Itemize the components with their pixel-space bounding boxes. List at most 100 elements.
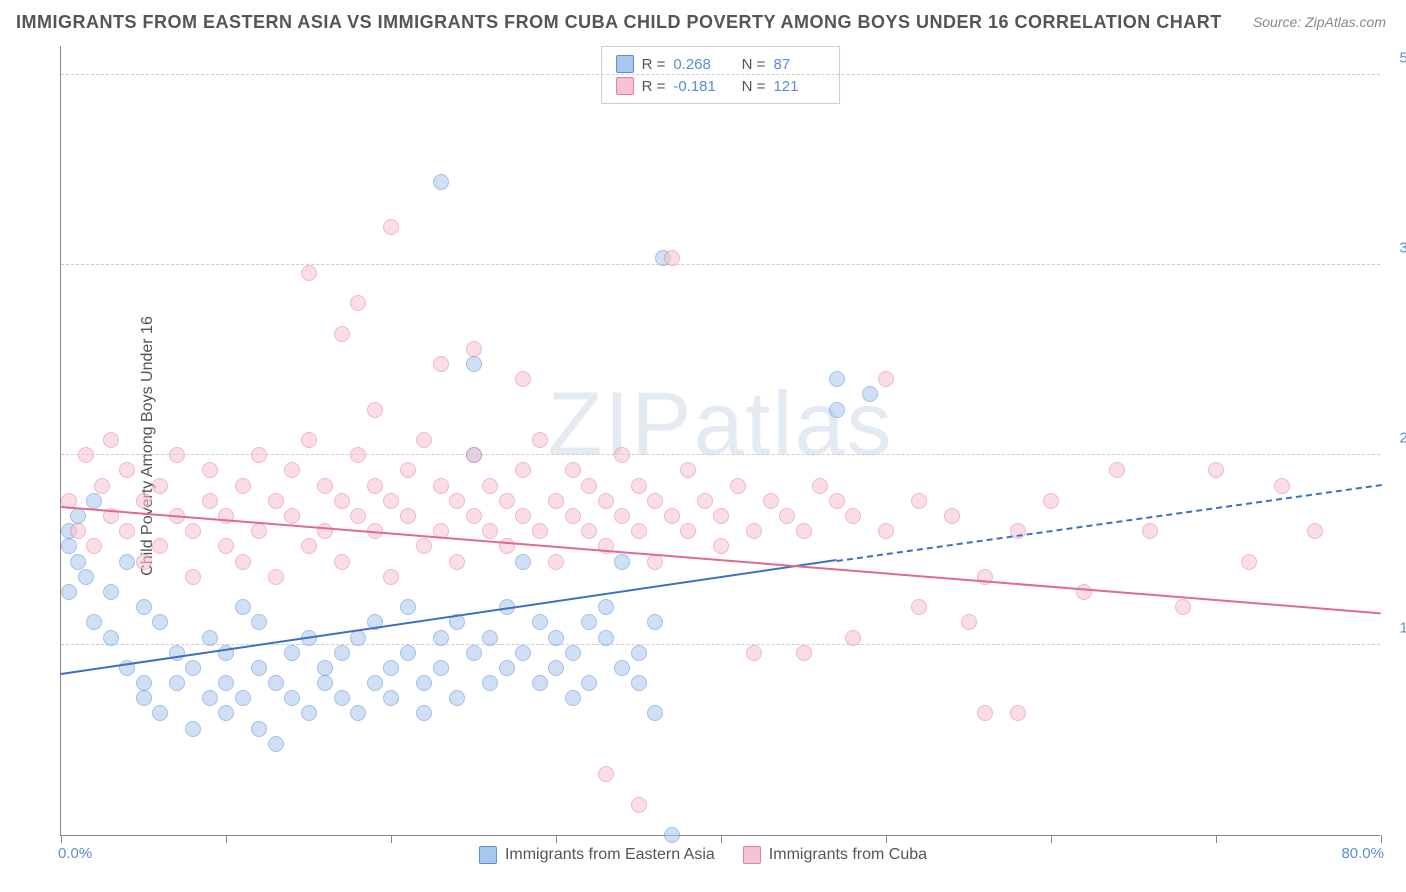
- scatter-point: [515, 554, 531, 570]
- scatter-point: [202, 493, 218, 509]
- scatter-point: [251, 447, 267, 463]
- scatter-point: [911, 493, 927, 509]
- x-axis-max-label: 80.0%: [1341, 845, 1384, 862]
- scatter-point: [334, 493, 350, 509]
- scatter-point: [185, 660, 201, 676]
- scatter-point: [235, 690, 251, 706]
- legend-label-series1: Immigrants from Eastern Asia: [505, 846, 715, 864]
- scatter-point: [449, 493, 465, 509]
- x-tick: [391, 835, 392, 843]
- scatter-point: [631, 523, 647, 539]
- scatter-point: [565, 645, 581, 661]
- scatter-point: [301, 538, 317, 554]
- r-value-series1: 0.268: [673, 56, 725, 73]
- scatter-point: [218, 538, 234, 554]
- n-label: N =: [733, 78, 765, 95]
- scatter-point: [631, 675, 647, 691]
- scatter-point: [383, 569, 399, 585]
- scatter-point: [565, 462, 581, 478]
- scatter-point: [433, 660, 449, 676]
- chart-title: IMMIGRANTS FROM EASTERN ASIA VS IMMIGRAN…: [16, 12, 1222, 33]
- scatter-point: [400, 508, 416, 524]
- x-tick: [886, 835, 887, 843]
- scatter-point: [61, 584, 77, 600]
- scatter-point: [548, 660, 564, 676]
- scatter-point: [78, 569, 94, 585]
- scatter-point: [598, 599, 614, 615]
- scatter-point: [548, 554, 564, 570]
- r-label: R =: [642, 56, 666, 73]
- scatter-point: [284, 645, 300, 661]
- scatter-point: [515, 508, 531, 524]
- scatter-point: [103, 584, 119, 600]
- chart-legend: Immigrants from Eastern Asia Immigrants …: [479, 846, 927, 864]
- legend-swatch-series2: [743, 846, 761, 864]
- scatter-point: [284, 462, 300, 478]
- scatter-point: [350, 295, 366, 311]
- scatter-point: [301, 432, 317, 448]
- scatter-point: [796, 523, 812, 539]
- scatter-point: [367, 402, 383, 418]
- x-axis-min-label: 0.0%: [58, 845, 92, 862]
- scatter-point: [169, 447, 185, 463]
- scatter-point: [664, 508, 680, 524]
- scatter-point: [598, 493, 614, 509]
- scatter-point: [614, 508, 630, 524]
- x-tick: [61, 835, 62, 843]
- scatter-point: [631, 797, 647, 813]
- scatter-point: [70, 508, 86, 524]
- scatter-point: [1241, 554, 1257, 570]
- scatter-plot-area: ZIPatlas R = 0.268 N = 87 R = -0.181 N =…: [60, 46, 1380, 836]
- scatter-point: [1010, 705, 1026, 721]
- scatter-point: [202, 690, 218, 706]
- scatter-point: [961, 614, 977, 630]
- stats-row-series2: R = -0.181 N = 121: [616, 75, 826, 97]
- stats-row-series1: R = 0.268 N = 87: [616, 53, 826, 75]
- scatter-point: [136, 675, 152, 691]
- scatter-point: [235, 599, 251, 615]
- y-tick-label: 37.5%: [1399, 240, 1406, 257]
- scatter-point: [911, 599, 927, 615]
- scatter-point: [185, 721, 201, 737]
- gridline: [61, 264, 1380, 265]
- scatter-point: [218, 705, 234, 721]
- x-tick: [226, 835, 227, 843]
- scatter-point: [284, 508, 300, 524]
- scatter-point: [449, 690, 465, 706]
- scatter-point: [317, 660, 333, 676]
- scatter-point: [746, 645, 762, 661]
- scatter-point: [466, 645, 482, 661]
- scatter-point: [1076, 584, 1092, 600]
- scatter-point: [845, 508, 861, 524]
- scatter-point: [119, 554, 135, 570]
- scatter-point: [1208, 462, 1224, 478]
- scatter-point: [730, 478, 746, 494]
- scatter-point: [367, 675, 383, 691]
- scatter-point: [647, 614, 663, 630]
- scatter-point: [119, 462, 135, 478]
- scatter-point: [1175, 599, 1191, 615]
- scatter-point: [779, 508, 795, 524]
- scatter-point: [367, 478, 383, 494]
- scatter-point: [746, 523, 762, 539]
- scatter-point: [548, 493, 564, 509]
- scatter-point: [581, 614, 597, 630]
- scatter-point: [532, 614, 548, 630]
- scatter-point: [482, 675, 498, 691]
- scatter-point: [977, 705, 993, 721]
- scatter-point: [235, 478, 251, 494]
- scatter-point: [548, 630, 564, 646]
- scatter-point: [713, 508, 729, 524]
- x-tick: [556, 835, 557, 843]
- scatter-point: [614, 447, 630, 463]
- scatter-point: [466, 356, 482, 372]
- scatter-point: [268, 675, 284, 691]
- scatter-point: [185, 523, 201, 539]
- scatter-point: [383, 493, 399, 509]
- scatter-point: [845, 630, 861, 646]
- scatter-point: [565, 690, 581, 706]
- scatter-point: [334, 690, 350, 706]
- scatter-point: [317, 478, 333, 494]
- scatter-point: [482, 630, 498, 646]
- scatter-point: [78, 447, 94, 463]
